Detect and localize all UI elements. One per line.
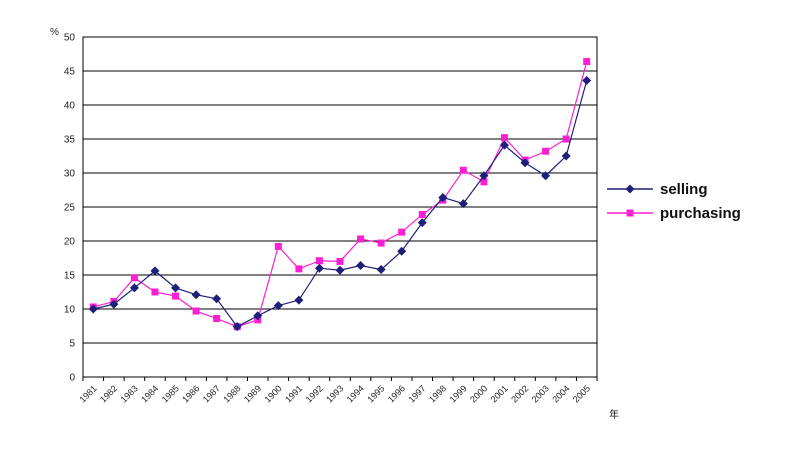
x-tick-label: 1999	[448, 383, 469, 404]
purchasing-point	[274, 242, 282, 250]
purchasing-point	[542, 147, 550, 155]
selling-point	[479, 171, 489, 181]
purchasing-point	[398, 228, 406, 236]
legend-label: selling	[660, 181, 708, 198]
purchasing-point	[172, 292, 180, 300]
selling-point	[582, 76, 592, 86]
selling-point	[541, 171, 551, 181]
x-tick-label: 1993	[324, 383, 345, 404]
x-axis-unit: 年	[609, 408, 619, 421]
selling-point	[520, 158, 530, 168]
selling-point	[150, 266, 160, 276]
purchasing-point	[377, 239, 385, 247]
x-tick-label: 2005	[571, 383, 592, 404]
x-tick-label: 1986	[180, 383, 201, 404]
selling-point	[191, 290, 201, 300]
x-tick-label: 1996	[386, 383, 407, 404]
x-tick-label: 1981	[77, 383, 98, 404]
x-tick-label: 1985	[160, 383, 181, 404]
gridlines	[83, 70, 597, 344]
purchasing-line	[93, 61, 588, 328]
x-tick-label: 1988	[221, 383, 242, 404]
purchasing-point	[459, 166, 467, 174]
selling-point	[232, 322, 242, 332]
selling-point	[294, 295, 304, 305]
legend-item-selling: selling	[607, 181, 708, 198]
purchasing-point	[562, 135, 570, 143]
purchasing-point	[357, 235, 365, 243]
x-tick-label: 1992	[304, 383, 325, 404]
purchasing-point	[418, 210, 426, 218]
x-tick-label: 1991	[283, 383, 304, 404]
y-tick-label: 35	[64, 135, 76, 146]
purchasing-point	[295, 265, 303, 273]
x-tick-label: 2001	[489, 383, 510, 404]
selling-point	[376, 265, 386, 275]
purchasing-point	[192, 307, 200, 315]
x-tick-label: 1989	[242, 383, 263, 404]
x-axis-ticks: 1981 1982 1983 1984 1985 1986 1987 1988 1989 1900…	[77, 377, 598, 405]
y-tick-label: 30	[64, 169, 76, 180]
y-tick-label: 40	[64, 101, 76, 112]
legend-label: purchasing	[660, 205, 741, 222]
purchasing-point	[500, 134, 508, 142]
selling-point	[129, 283, 139, 293]
legend-marker	[625, 184, 635, 194]
x-tick-label: 2003	[530, 383, 551, 404]
selling-point	[397, 246, 407, 256]
x-tick-label: 2002	[509, 383, 530, 404]
y-tick-label: 15	[64, 271, 76, 282]
series-purchasing	[89, 57, 591, 331]
purchasing-point	[213, 315, 221, 323]
purchasing-point	[480, 178, 488, 186]
selling-point	[458, 199, 468, 209]
selling-point	[314, 263, 324, 273]
selling-line	[93, 80, 588, 328]
selling-point	[417, 218, 427, 228]
purchasing-point	[130, 274, 138, 282]
y-tick-label: 25	[64, 203, 76, 214]
x-tick-label: 1994	[345, 383, 366, 404]
x-tick-label: 1997	[406, 383, 427, 404]
y-axis-unit: %	[50, 27, 59, 38]
plot-area-border	[82, 36, 598, 378]
selling-point	[88, 304, 98, 314]
series-selling	[88, 76, 592, 332]
y-tick-label: 45	[64, 67, 76, 78]
x-tick-label: 1983	[119, 383, 140, 404]
legend-marker	[626, 209, 634, 217]
selling-point	[561, 151, 571, 161]
x-tick-label: 1987	[201, 383, 222, 404]
x-tick-label: 1900	[262, 383, 283, 404]
x-tick-label: 1982	[98, 383, 119, 404]
series-layer	[88, 57, 592, 332]
y-tick-label: 10	[64, 305, 76, 316]
x-tick-label: 2000	[468, 383, 489, 404]
selling-point	[438, 192, 448, 202]
selling-point	[499, 140, 509, 150]
purchasing-point	[151, 288, 159, 296]
legend-item-purchasing: purchasing	[607, 205, 741, 222]
selling-point	[356, 260, 366, 270]
purchasing-point	[336, 257, 344, 265]
selling-point	[109, 299, 119, 309]
y-tick-label: 50	[64, 33, 76, 44]
x-tick-label: 1995	[365, 383, 386, 404]
y-axis-ticks: 0 5 10 15 20 25 30 35 40 45 50	[64, 33, 76, 384]
x-tick-label: 1998	[427, 383, 448, 404]
x-tick-label: 1984	[139, 383, 160, 404]
y-tick-label: 0	[69, 373, 75, 384]
selling-point	[273, 301, 283, 311]
selling-point	[335, 265, 345, 275]
selling-point	[212, 294, 222, 304]
y-tick-label: 20	[64, 237, 76, 248]
x-tick-label: 2004	[550, 383, 571, 404]
y-tick-label: 5	[69, 339, 75, 350]
purchasing-point	[315, 257, 323, 265]
selling-point	[253, 311, 263, 321]
legend: selling purchasing	[607, 181, 741, 222]
selling-point	[171, 283, 181, 293]
purchasing-point	[583, 57, 591, 65]
